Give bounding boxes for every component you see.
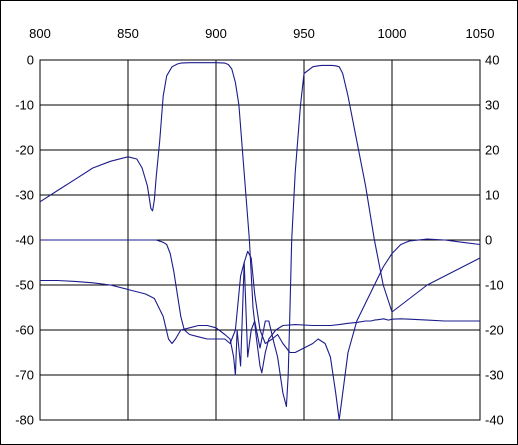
axis-tick-labels: 800 850 900 950 1000 1050 0 -10 -20 -30 -40 -50 -60 -… <box>15 26 504 428</box>
y2-tick-label: 20 <box>485 143 499 158</box>
y2-tick-label: -30 <box>485 368 504 383</box>
y-tick-label: -10 <box>15 98 34 113</box>
y-tick-label: -40 <box>15 233 34 248</box>
y-tick-label: -80 <box>15 413 34 428</box>
y2-tick-label: -20 <box>485 323 504 338</box>
x-tick-label: 850 <box>117 26 139 41</box>
y-tick-label: 0 <box>27 53 34 68</box>
y2-tick-label: 0 <box>485 233 492 248</box>
y-tick-label: -30 <box>15 188 34 203</box>
x-tick-label: 900 <box>205 26 227 41</box>
y2-tick-label: 40 <box>485 53 499 68</box>
series-line-2 <box>40 238 481 421</box>
series-line-3 <box>40 64 481 408</box>
series-line-1 <box>39 62 480 374</box>
x-tick-label: 800 <box>29 26 51 41</box>
series-layer <box>39 62 481 421</box>
y2-tick-label: 30 <box>485 98 499 113</box>
y2-tick-label: -40 <box>485 413 504 428</box>
y-tick-label: -60 <box>15 323 34 338</box>
x-tick-label: 950 <box>293 26 315 41</box>
x-tick-label: 1050 <box>466 26 495 41</box>
y-tick-label: -20 <box>15 143 34 158</box>
y-tick-label: -50 <box>15 278 34 293</box>
y2-tick-label: -10 <box>485 278 504 293</box>
y2-tick-label: 10 <box>485 188 499 203</box>
x-tick-label: 1000 <box>378 26 407 41</box>
y-tick-label: -70 <box>15 368 34 383</box>
